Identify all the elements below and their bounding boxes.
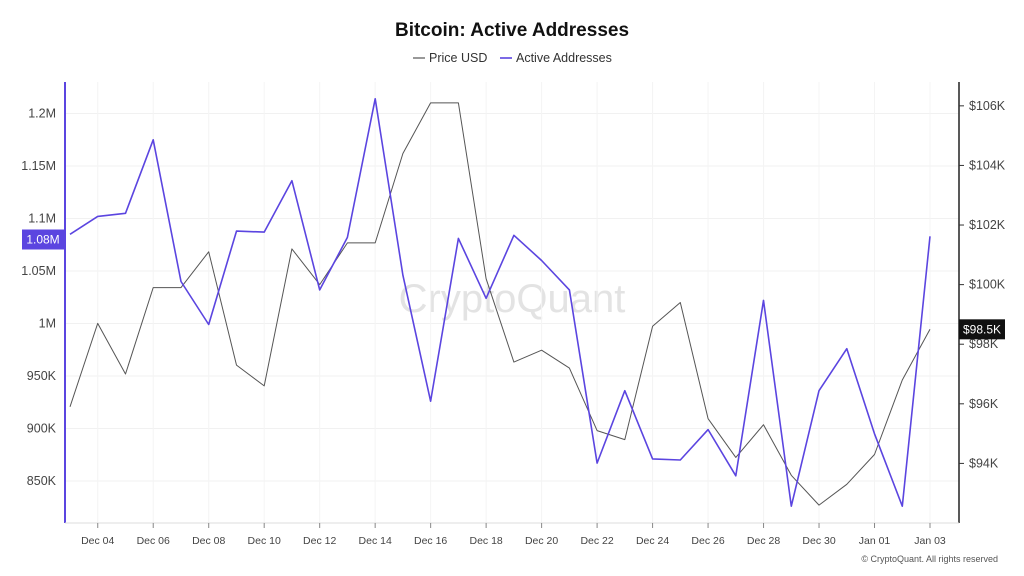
left-value-badge: 1.08M — [22, 229, 64, 250]
right-tick-label: $106K — [969, 99, 1006, 113]
x-tick-label: Dec 08 — [192, 535, 225, 547]
legend: Price USD Active Addresses — [413, 51, 612, 65]
copyright-notice: © CryptoQuant. All rights reserved — [861, 554, 998, 564]
left-tick-label: 1.15M — [21, 159, 56, 173]
gridlines — [65, 82, 959, 523]
left-axis-ticks: 1.2M 1.15M 1.1M 1.05M 1M 950K 900K 850K — [21, 107, 56, 489]
left-tick-label: 1.2M — [28, 107, 56, 121]
x-tick-label: Dec 22 — [580, 535, 613, 547]
x-tick-label: Dec 14 — [359, 535, 392, 547]
x-tick-label: Dec 24 — [636, 535, 669, 547]
right-value-badge-label: $98.5K — [963, 322, 1001, 336]
x-tick-label: Dec 16 — [414, 535, 447, 547]
legend-label-active-addresses: Active Addresses — [516, 51, 612, 65]
left-value-badge-bg — [22, 229, 64, 250]
x-tick-label: Dec 04 — [81, 535, 114, 547]
left-tick-label: 1.05M — [21, 264, 56, 278]
right-axis-ticks: $106K $104K $102K $100K $98K $96K $94K — [959, 99, 1006, 470]
left-tick-label: 1.1M — [28, 212, 56, 226]
left-tick-label: 950K — [27, 369, 57, 383]
legend-label-price: Price USD — [429, 51, 487, 65]
x-tick-label: Jan 03 — [914, 535, 946, 547]
x-tick-label: Dec 06 — [137, 535, 170, 547]
chart-title: Bitcoin: Active Addresses — [395, 20, 629, 41]
x-tick-label: Dec 10 — [248, 535, 281, 547]
series-layer — [69, 98, 931, 508]
left-value-badge-label: 1.08M — [26, 233, 59, 247]
watermark: CryptoQuant — [399, 277, 626, 321]
right-value-badge: $98.5K — [959, 319, 1005, 340]
x-tick-label: Dec 12 — [303, 535, 336, 547]
axes — [64, 82, 960, 524]
left-tick-label: 850K — [27, 474, 57, 488]
right-tick-label: $104K — [969, 158, 1006, 172]
series-line-active-addresses — [69, 98, 931, 508]
x-tick-label: Dec 30 — [802, 535, 835, 547]
x-tick-label: Dec 20 — [525, 535, 558, 547]
left-tick-label: 1M — [39, 317, 56, 331]
right-tick-label: $100K — [969, 278, 1006, 292]
x-tick-label: Dec 28 — [747, 535, 780, 547]
x-tick-label: Dec 26 — [691, 535, 724, 547]
right-tick-label: $102K — [969, 218, 1006, 232]
right-value-badge-bg — [959, 319, 1005, 340]
right-tick-label: $94K — [969, 456, 999, 470]
left-tick-label: 900K — [27, 422, 57, 436]
right-tick-label: $98K — [969, 337, 999, 351]
x-tick-label: Jan 01 — [859, 535, 891, 547]
x-tick-label: Dec 18 — [469, 535, 502, 547]
right-tick-label: $96K — [969, 397, 999, 411]
x-axis-ticks: Dec 04 Dec 06 Dec 08 Dec 10 Dec 12 Dec 14 Dec … — [81, 523, 946, 547]
